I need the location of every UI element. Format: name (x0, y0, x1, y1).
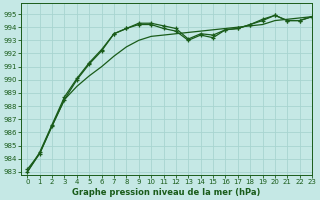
X-axis label: Graphe pression niveau de la mer (hPa): Graphe pression niveau de la mer (hPa) (72, 188, 261, 197)
